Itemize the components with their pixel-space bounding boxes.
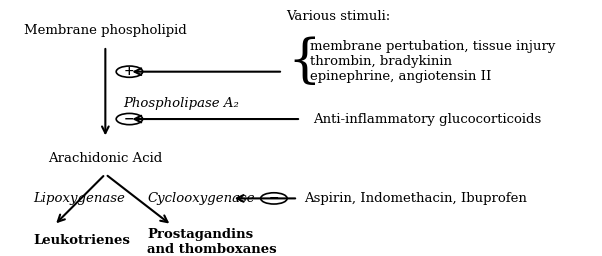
Text: Arachidonic Acid: Arachidonic Acid xyxy=(48,152,163,165)
Text: Aspirin, Indomethacin, Ibuprofen: Aspirin, Indomethacin, Ibuprofen xyxy=(304,192,527,205)
Text: Prostagandins
and thomboxanes: Prostagandins and thomboxanes xyxy=(147,228,277,256)
Text: Various stimuli:: Various stimuli: xyxy=(286,10,390,23)
Text: −: − xyxy=(124,113,135,125)
Text: +: + xyxy=(124,65,135,78)
Text: Phospholipase A₂: Phospholipase A₂ xyxy=(123,97,239,110)
Text: Lipoxygenase: Lipoxygenase xyxy=(33,192,125,205)
Text: Membrane phospholipid: Membrane phospholipid xyxy=(24,24,187,37)
Text: Leukotrienes: Leukotrienes xyxy=(33,234,130,247)
Text: {: { xyxy=(287,36,321,87)
Text: membrane pertubation, tissue injury
thrombin, bradykinin
epinephrine, angiotensi: membrane pertubation, tissue injury thro… xyxy=(310,40,556,83)
Text: Anti-inflammatory glucocorticoids: Anti-inflammatory glucocorticoids xyxy=(313,113,541,125)
Text: −: − xyxy=(268,192,279,205)
Text: Cyclooxygenase: Cyclooxygenase xyxy=(147,192,255,205)
